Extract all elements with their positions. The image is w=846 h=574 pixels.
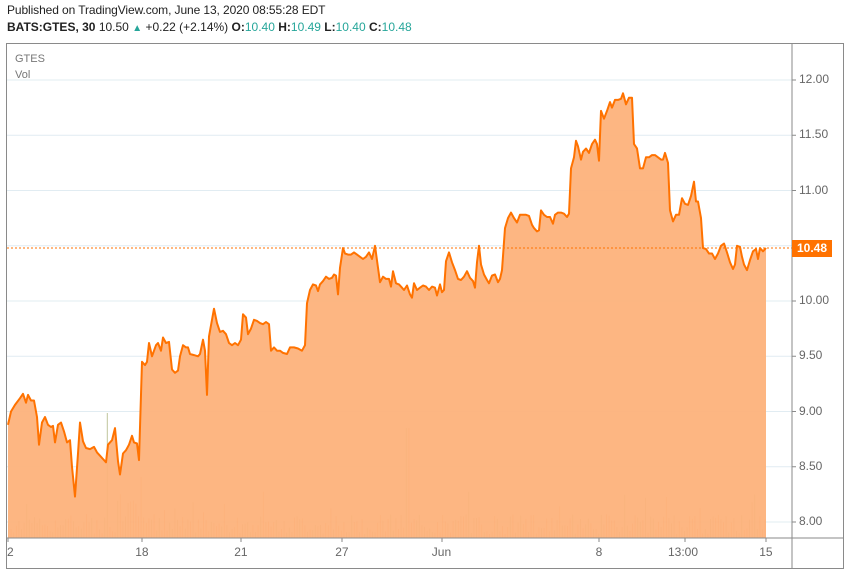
high-value: 10.49: [290, 20, 321, 34]
x-tick-label: 8: [595, 545, 603, 559]
series-legend-volume: Vol: [15, 69, 31, 81]
y-tick-label: 11.00: [799, 182, 829, 197]
x-tick-label: 13:00: [668, 545, 699, 559]
ohlc-legend: BATS:GTES, 30 10.50 ▲ +0.22 (+2.14%) O:1…: [7, 20, 412, 34]
close-label: C:: [368, 20, 382, 34]
y-tick-label: 10.00: [799, 293, 830, 307]
x-tick-label: 21: [234, 545, 248, 559]
y-tick-label: 9.50: [799, 348, 823, 363]
y-tick-label: 8.50: [799, 458, 823, 473]
published-line: Published on TradingView.com, June 13, 2…: [7, 3, 326, 17]
x-axis-ticks: [7, 538, 767, 542]
series-legend-symbol: GTES: [15, 53, 45, 65]
last-price: 10.50: [98, 20, 129, 34]
open-label: O:: [231, 20, 245, 34]
y-tick-label: 8.00: [799, 514, 823, 528]
high-label: H:: [278, 20, 291, 34]
x-tick-label: 27: [335, 545, 349, 559]
y-tick-label: 9.00: [799, 403, 823, 418]
price-area: [8, 93, 766, 539]
close-value: 10.48: [381, 20, 412, 34]
x-tick-label: 15: [759, 545, 773, 559]
price-line: [7, 92, 767, 498]
x-tick-label: 18: [135, 545, 149, 559]
y-axis-ticks: [792, 79, 796, 523]
chart-frame: [6, 43, 844, 569]
x-tick-label: 2: [7, 545, 14, 559]
triangle-up-icon: ▲: [132, 23, 143, 34]
last-price-badge: 10.48: [792, 240, 832, 257]
low-value: 10.40: [335, 20, 366, 34]
y-tick-label: 12.00: [799, 72, 830, 86]
x-tick-label: Jun: [431, 545, 452, 559]
change-value: +0.22 (+2.14%): [145, 20, 229, 34]
open-value: 10.40: [244, 20, 275, 34]
y-tick-label: 11.50: [799, 127, 829, 142]
low-label: L:: [324, 20, 336, 34]
symbol-label: BATS:GTES, 30: [7, 20, 96, 34]
